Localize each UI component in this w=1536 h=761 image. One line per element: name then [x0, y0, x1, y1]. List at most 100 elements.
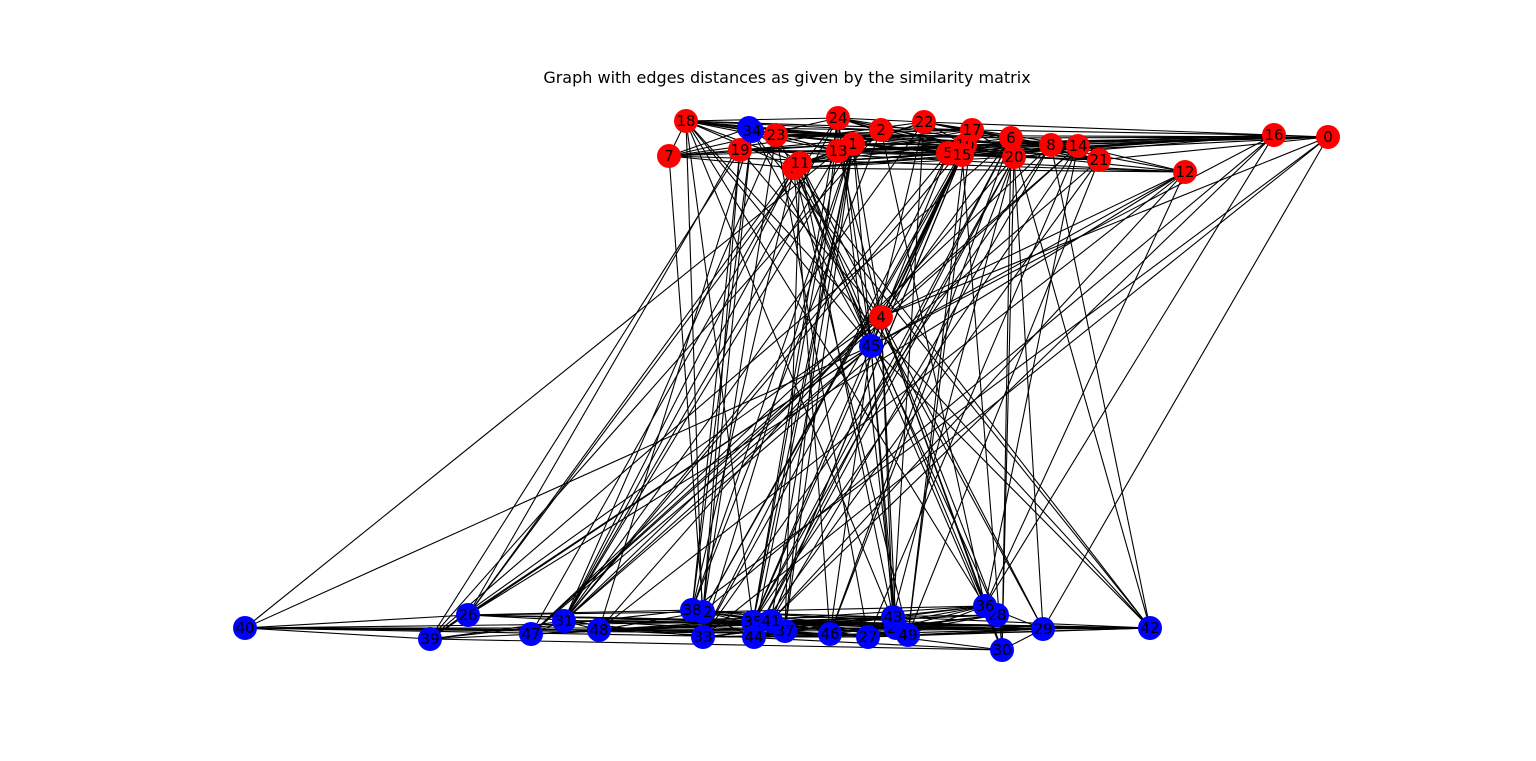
edge-15-32 [702, 154, 963, 613]
node-18: 18 [674, 109, 698, 133]
node-label-36: 36 [975, 597, 994, 615]
edge-41-42 [770, 620, 1151, 629]
node-label-47: 47 [521, 625, 540, 643]
edge-23-31 [563, 134, 777, 622]
node-label-33: 33 [693, 628, 712, 646]
edge-20-21 [1013, 156, 1100, 161]
node-label-13: 13 [828, 142, 847, 160]
node-label-18: 18 [676, 112, 695, 130]
node-label-2: 2 [876, 121, 886, 139]
edge-16-17 [971, 129, 1275, 136]
edge-43-45 [870, 345, 894, 618]
node-circle-8 [1039, 133, 1063, 157]
edge-1-31 [563, 143, 854, 622]
node-8: 8 [1039, 133, 1063, 157]
node-15: 15 [950, 143, 974, 167]
edge-21-31 [563, 159, 1100, 622]
node-circle-4 [869, 305, 893, 329]
edge-16-44 [753, 134, 1275, 638]
edge-1-4 [852, 143, 882, 318]
edge-6-42 [1010, 137, 1151, 629]
node-circle-12 [1173, 160, 1197, 184]
edge-24-37 [784, 117, 839, 632]
node-label-19: 19 [730, 141, 749, 159]
node-circle-7 [657, 144, 681, 168]
node-21: 21 [1087, 148, 1111, 172]
edge-11-37 [784, 162, 801, 632]
node-label-44: 44 [744, 628, 763, 646]
edge-19-38 [691, 149, 741, 611]
edge-9-31 [563, 167, 795, 622]
nodes-layer: 0123456789101112131415161718192021222324… [233, 106, 1340, 662]
node-27: 27 [856, 625, 880, 649]
edge-6-35 [752, 137, 1012, 623]
edge-10-49 [907, 144, 966, 636]
node-circle-17 [960, 118, 984, 142]
edge-20-24 [837, 117, 1015, 158]
node-circle-42 [1138, 616, 1162, 640]
edge-40-45 [244, 345, 872, 629]
node-26: 26 [456, 603, 480, 627]
edge-7-9 [668, 155, 795, 169]
edge-17-49 [907, 129, 973, 636]
node-19: 19 [728, 138, 752, 162]
node-circle-43 [881, 605, 905, 629]
node-circle-13 [826, 139, 850, 163]
edge-6-44 [753, 137, 1012, 638]
node-circle-0 [1316, 125, 1340, 149]
node-label-31: 31 [554, 612, 573, 630]
node-30: 30 [990, 638, 1014, 662]
edge-22-43 [892, 121, 925, 618]
node-label-38: 38 [682, 601, 701, 619]
node-circle-41 [759, 609, 783, 633]
edge-9-47 [530, 167, 795, 635]
edge-31-45 [563, 345, 872, 622]
edge-0-4 [880, 136, 1329, 318]
node-circle-44 [742, 625, 766, 649]
edge-22-31 [563, 121, 925, 622]
edge-4-36 [880, 316, 986, 607]
edge-26-38 [467, 609, 693, 616]
edge-11-45 [799, 162, 872, 347]
edge-23-29 [775, 134, 1044, 630]
edge-1-38 [691, 143, 854, 611]
edge-33-43 [702, 616, 894, 638]
edge-20-29 [1013, 156, 1044, 630]
node-label-11: 11 [790, 154, 809, 172]
edge-21-49 [907, 159, 1100, 636]
edge-11-43 [799, 162, 894, 618]
node-circle-46 [818, 622, 842, 646]
edge-17-35 [752, 129, 973, 623]
edge-18-42 [685, 120, 1151, 629]
node-circle-39 [418, 627, 442, 651]
edge-20-30 [1001, 156, 1015, 651]
edge-20-35 [752, 156, 1015, 623]
node-label-45: 45 [861, 337, 880, 355]
edge-9-26 [467, 167, 795, 616]
edge-0-29 [1042, 136, 1329, 630]
node-label-4: 4 [876, 308, 886, 326]
node-31: 31 [552, 609, 576, 633]
node-42: 42 [1138, 616, 1162, 640]
node-circle-6 [999, 126, 1023, 150]
node-label-40: 40 [235, 619, 254, 637]
node-label-0: 0 [1323, 128, 1333, 146]
edge-0-33 [702, 136, 1329, 638]
node-label-5: 5 [943, 144, 953, 162]
node-label-46: 46 [820, 625, 839, 643]
node-6: 6 [999, 126, 1023, 150]
node-label-29: 29 [1033, 620, 1052, 638]
node-label-15: 15 [952, 146, 971, 164]
edge-42-45 [870, 345, 1151, 629]
node-11: 11 [788, 151, 812, 175]
edge-9-12 [793, 167, 1186, 173]
edge-9-42 [793, 167, 1151, 629]
node-circle-19 [728, 138, 752, 162]
node-circle-26 [456, 603, 480, 627]
edge-0-21 [1098, 136, 1329, 161]
node-24: 24 [826, 106, 850, 130]
node-4: 4 [869, 305, 893, 329]
edge-14-36 [984, 145, 1079, 607]
node-label-41: 41 [761, 612, 780, 630]
